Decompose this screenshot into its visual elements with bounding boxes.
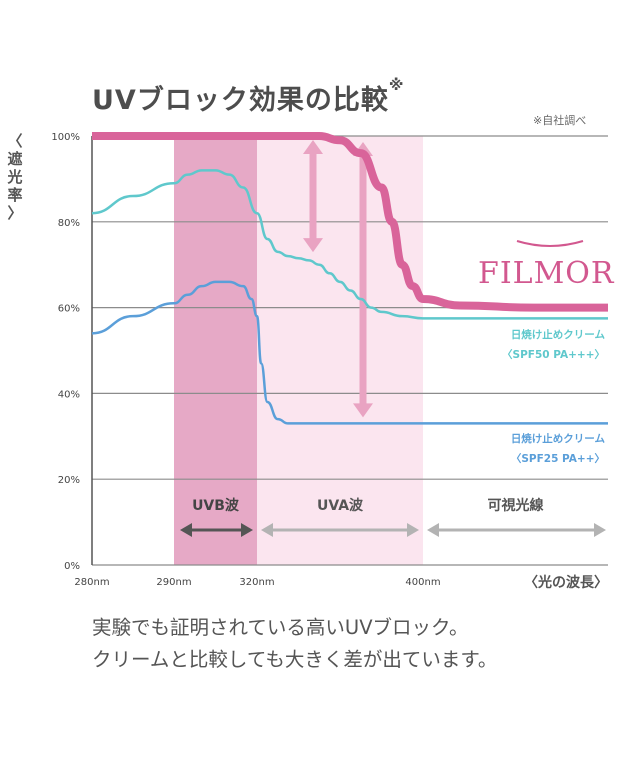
y-tick-label: 80%	[58, 218, 80, 229]
spf25-label-line2: 〈SPF25 PA++〉	[511, 452, 605, 465]
uva-region-band	[257, 136, 423, 565]
y-label-char: 光	[7, 168, 23, 186]
x-tick-label: 280nm	[74, 577, 109, 588]
x-tick-label: 290nm	[156, 577, 191, 588]
y-label-char: 〉	[7, 204, 23, 222]
difference-arrow-spf25-head-bottom	[353, 403, 373, 418]
brand-logo: FILMOR	[478, 256, 615, 291]
region-label-visible: 可視光線	[488, 497, 544, 514]
y-tick-label: 100%	[51, 132, 80, 143]
caption: 実験でも証明されている高いUVブロック。 クリームと比較しても大きく差が出ていま…	[92, 612, 497, 676]
x-tick-label: 400nm	[405, 577, 440, 588]
y-tick-label: 20%	[58, 475, 80, 486]
y-tick-label: 0%	[64, 561, 80, 572]
uvb-range-arrow-head-right	[241, 523, 253, 537]
filmor-curve	[92, 131, 608, 312]
difference-arrow-spf50-head-top	[303, 140, 323, 154]
spf25-curve	[91, 280, 608, 425]
y-tick-label: 40%	[58, 389, 80, 400]
caption-line: クリームと比較しても大きく差が出ています。	[92, 648, 498, 671]
region-label-uva: UVA波	[317, 497, 364, 514]
region-label-uvb: UVB波	[192, 497, 240, 514]
visible-range-arrow-head-right	[594, 523, 606, 537]
spf25-label-line1: 日焼け止めクリーム	[511, 432, 606, 445]
y-axis-label: 〈 遮 光 率 〉	[6, 132, 24, 222]
title-footnote-mark: ※	[388, 76, 405, 94]
source-note: ※自社調べ	[533, 114, 587, 127]
uva-range-arrow-head-left	[261, 523, 273, 537]
brand-arc	[516, 240, 584, 247]
uvb-range-arrow-head-left	[180, 523, 192, 537]
spf50-label-line1: 日焼け止めクリーム	[511, 328, 606, 341]
x-tick-label: 320nm	[239, 577, 274, 588]
visible-range-arrow-head-left	[427, 523, 439, 537]
x-axis-label: 〈光の波長〉	[524, 574, 608, 591]
y-tick-label: 60%	[58, 304, 80, 315]
spf50-label-line2: 〈SPF50 PA+++〉	[502, 348, 605, 361]
spf50-curve	[91, 169, 608, 320]
uva-range-arrow-head-right	[407, 523, 419, 537]
uvb-region-band	[174, 136, 257, 565]
chart-title: UVブロック効果の比較※	[92, 76, 405, 116]
caption-line: 実験でも証明されている高いUVブロック。	[92, 616, 469, 639]
y-label-char: 率	[7, 186, 23, 204]
y-label-char: 〈	[7, 132, 23, 150]
y-label-char: 遮	[7, 150, 23, 168]
difference-arrow-spf50-head-bottom	[303, 238, 323, 253]
